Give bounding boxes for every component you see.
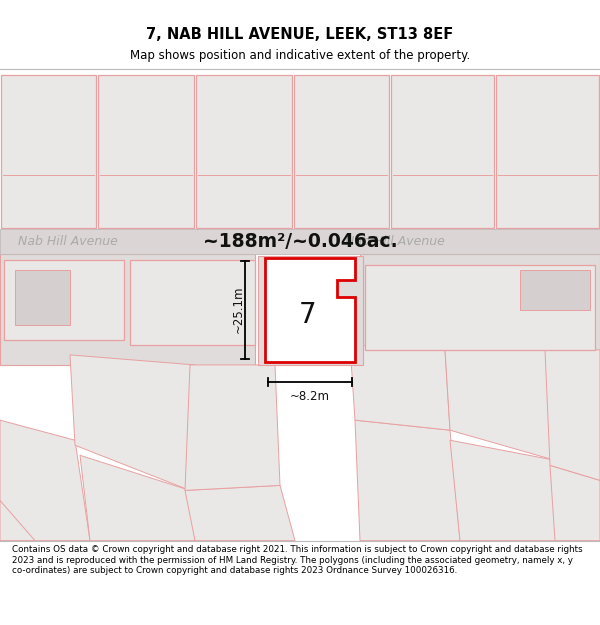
Polygon shape — [0, 420, 90, 541]
Bar — [196, 75, 292, 228]
Bar — [15, 269, 70, 325]
Polygon shape — [550, 466, 600, 541]
Bar — [294, 75, 389, 228]
Text: ~188m²/~0.046ac.: ~188m²/~0.046ac. — [203, 232, 397, 251]
Polygon shape — [450, 440, 560, 541]
Bar — [520, 269, 590, 310]
Bar — [258, 256, 363, 365]
Bar — [391, 75, 494, 228]
Text: Nab Hill Avenue: Nab Hill Avenue — [345, 236, 445, 249]
Polygon shape — [350, 345, 450, 430]
Text: Contains OS data © Crown copyright and database right 2021. This information is : Contains OS data © Crown copyright and d… — [12, 546, 583, 575]
Bar — [0, 254, 255, 365]
Bar — [0, 229, 600, 254]
Bar — [360, 254, 600, 365]
Polygon shape — [185, 365, 280, 491]
Bar — [130, 259, 255, 345]
Bar — [98, 75, 194, 228]
Polygon shape — [265, 258, 355, 362]
Polygon shape — [445, 350, 555, 460]
Polygon shape — [70, 355, 195, 491]
Text: ~8.2m: ~8.2m — [290, 390, 330, 403]
Text: Map shows position and indicative extent of the property.: Map shows position and indicative extent… — [130, 49, 470, 61]
Bar — [1, 75, 96, 228]
Text: Nab Hill Avenue: Nab Hill Avenue — [18, 236, 118, 249]
Text: ~25.1m: ~25.1m — [232, 286, 245, 334]
Polygon shape — [355, 420, 460, 541]
Bar — [4, 259, 124, 340]
Polygon shape — [80, 455, 195, 541]
Polygon shape — [545, 350, 600, 481]
Bar — [365, 264, 595, 350]
Text: 7, NAB HILL AVENUE, LEEK, ST13 8EF: 7, NAB HILL AVENUE, LEEK, ST13 8EF — [146, 27, 454, 42]
Polygon shape — [0, 501, 35, 541]
Text: 7: 7 — [299, 301, 317, 329]
Polygon shape — [185, 486, 295, 541]
Bar — [496, 75, 599, 228]
